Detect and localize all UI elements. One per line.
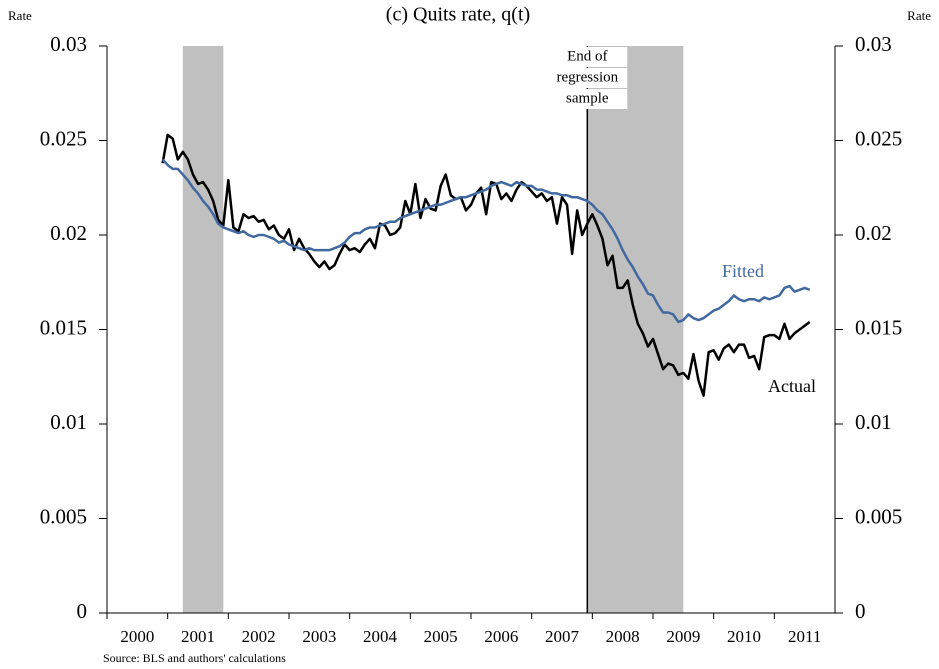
annotation-text: regression: [556, 69, 618, 85]
x-tick-label: 2005: [424, 627, 458, 646]
x-tick-label: 2009: [666, 627, 700, 646]
y2-tick-label: 0.02: [855, 221, 892, 245]
annotation-text: sample: [566, 90, 609, 106]
y2-tick-label: 0.005: [855, 504, 902, 528]
series-label: Fitted: [722, 261, 764, 281]
x-tick-label: 2004: [363, 627, 398, 646]
annotation-bg: [547, 89, 628, 109]
source-note: Source: BLS and authors' calculations: [103, 651, 286, 665]
series-label: Actual: [768, 376, 816, 396]
y2-tick-label: 0.025: [855, 126, 902, 150]
x-tick-label: 2008: [606, 627, 640, 646]
shaded-period: [587, 46, 684, 613]
x-tick-label: 2001: [181, 627, 215, 646]
series-line: [161, 158, 811, 324]
y-tick-label: 0.025: [40, 126, 87, 150]
annotation-bg: [547, 68, 628, 88]
x-tick-label: 2006: [484, 627, 518, 646]
y2-axis-label: Rate: [907, 8, 931, 23]
y-tick-label: 0.005: [40, 504, 87, 528]
x-tick-label: 2002: [242, 627, 276, 646]
chart-title: (c) Quits rate, q(t): [386, 4, 530, 26]
y-tick-label: 0.02: [50, 221, 87, 245]
y2-tick-label: 0.01: [855, 410, 892, 434]
y-tick-label: 0: [77, 599, 88, 623]
series-line: [161, 133, 811, 397]
y2-tick-label: 0.015: [855, 315, 902, 339]
shaded-period: [182, 46, 224, 613]
y2-tick-label: 0.03: [855, 32, 892, 56]
x-tick-label: 2000: [120, 627, 154, 646]
y2-tick-label: 0: [855, 599, 866, 623]
x-tick-label: 2007: [545, 627, 580, 646]
y-axis-label: Rate: [8, 8, 32, 23]
annotation-bg: [547, 47, 628, 67]
y-tick-label: 0.03: [50, 32, 87, 56]
annotation-text: End of: [567, 48, 607, 64]
x-tick-label: 2011: [788, 627, 821, 646]
x-tick-label: 2010: [727, 627, 761, 646]
y-tick-label: 0.015: [40, 315, 87, 339]
y-tick-label: 0.01: [50, 410, 87, 434]
x-tick-label: 2003: [302, 627, 336, 646]
